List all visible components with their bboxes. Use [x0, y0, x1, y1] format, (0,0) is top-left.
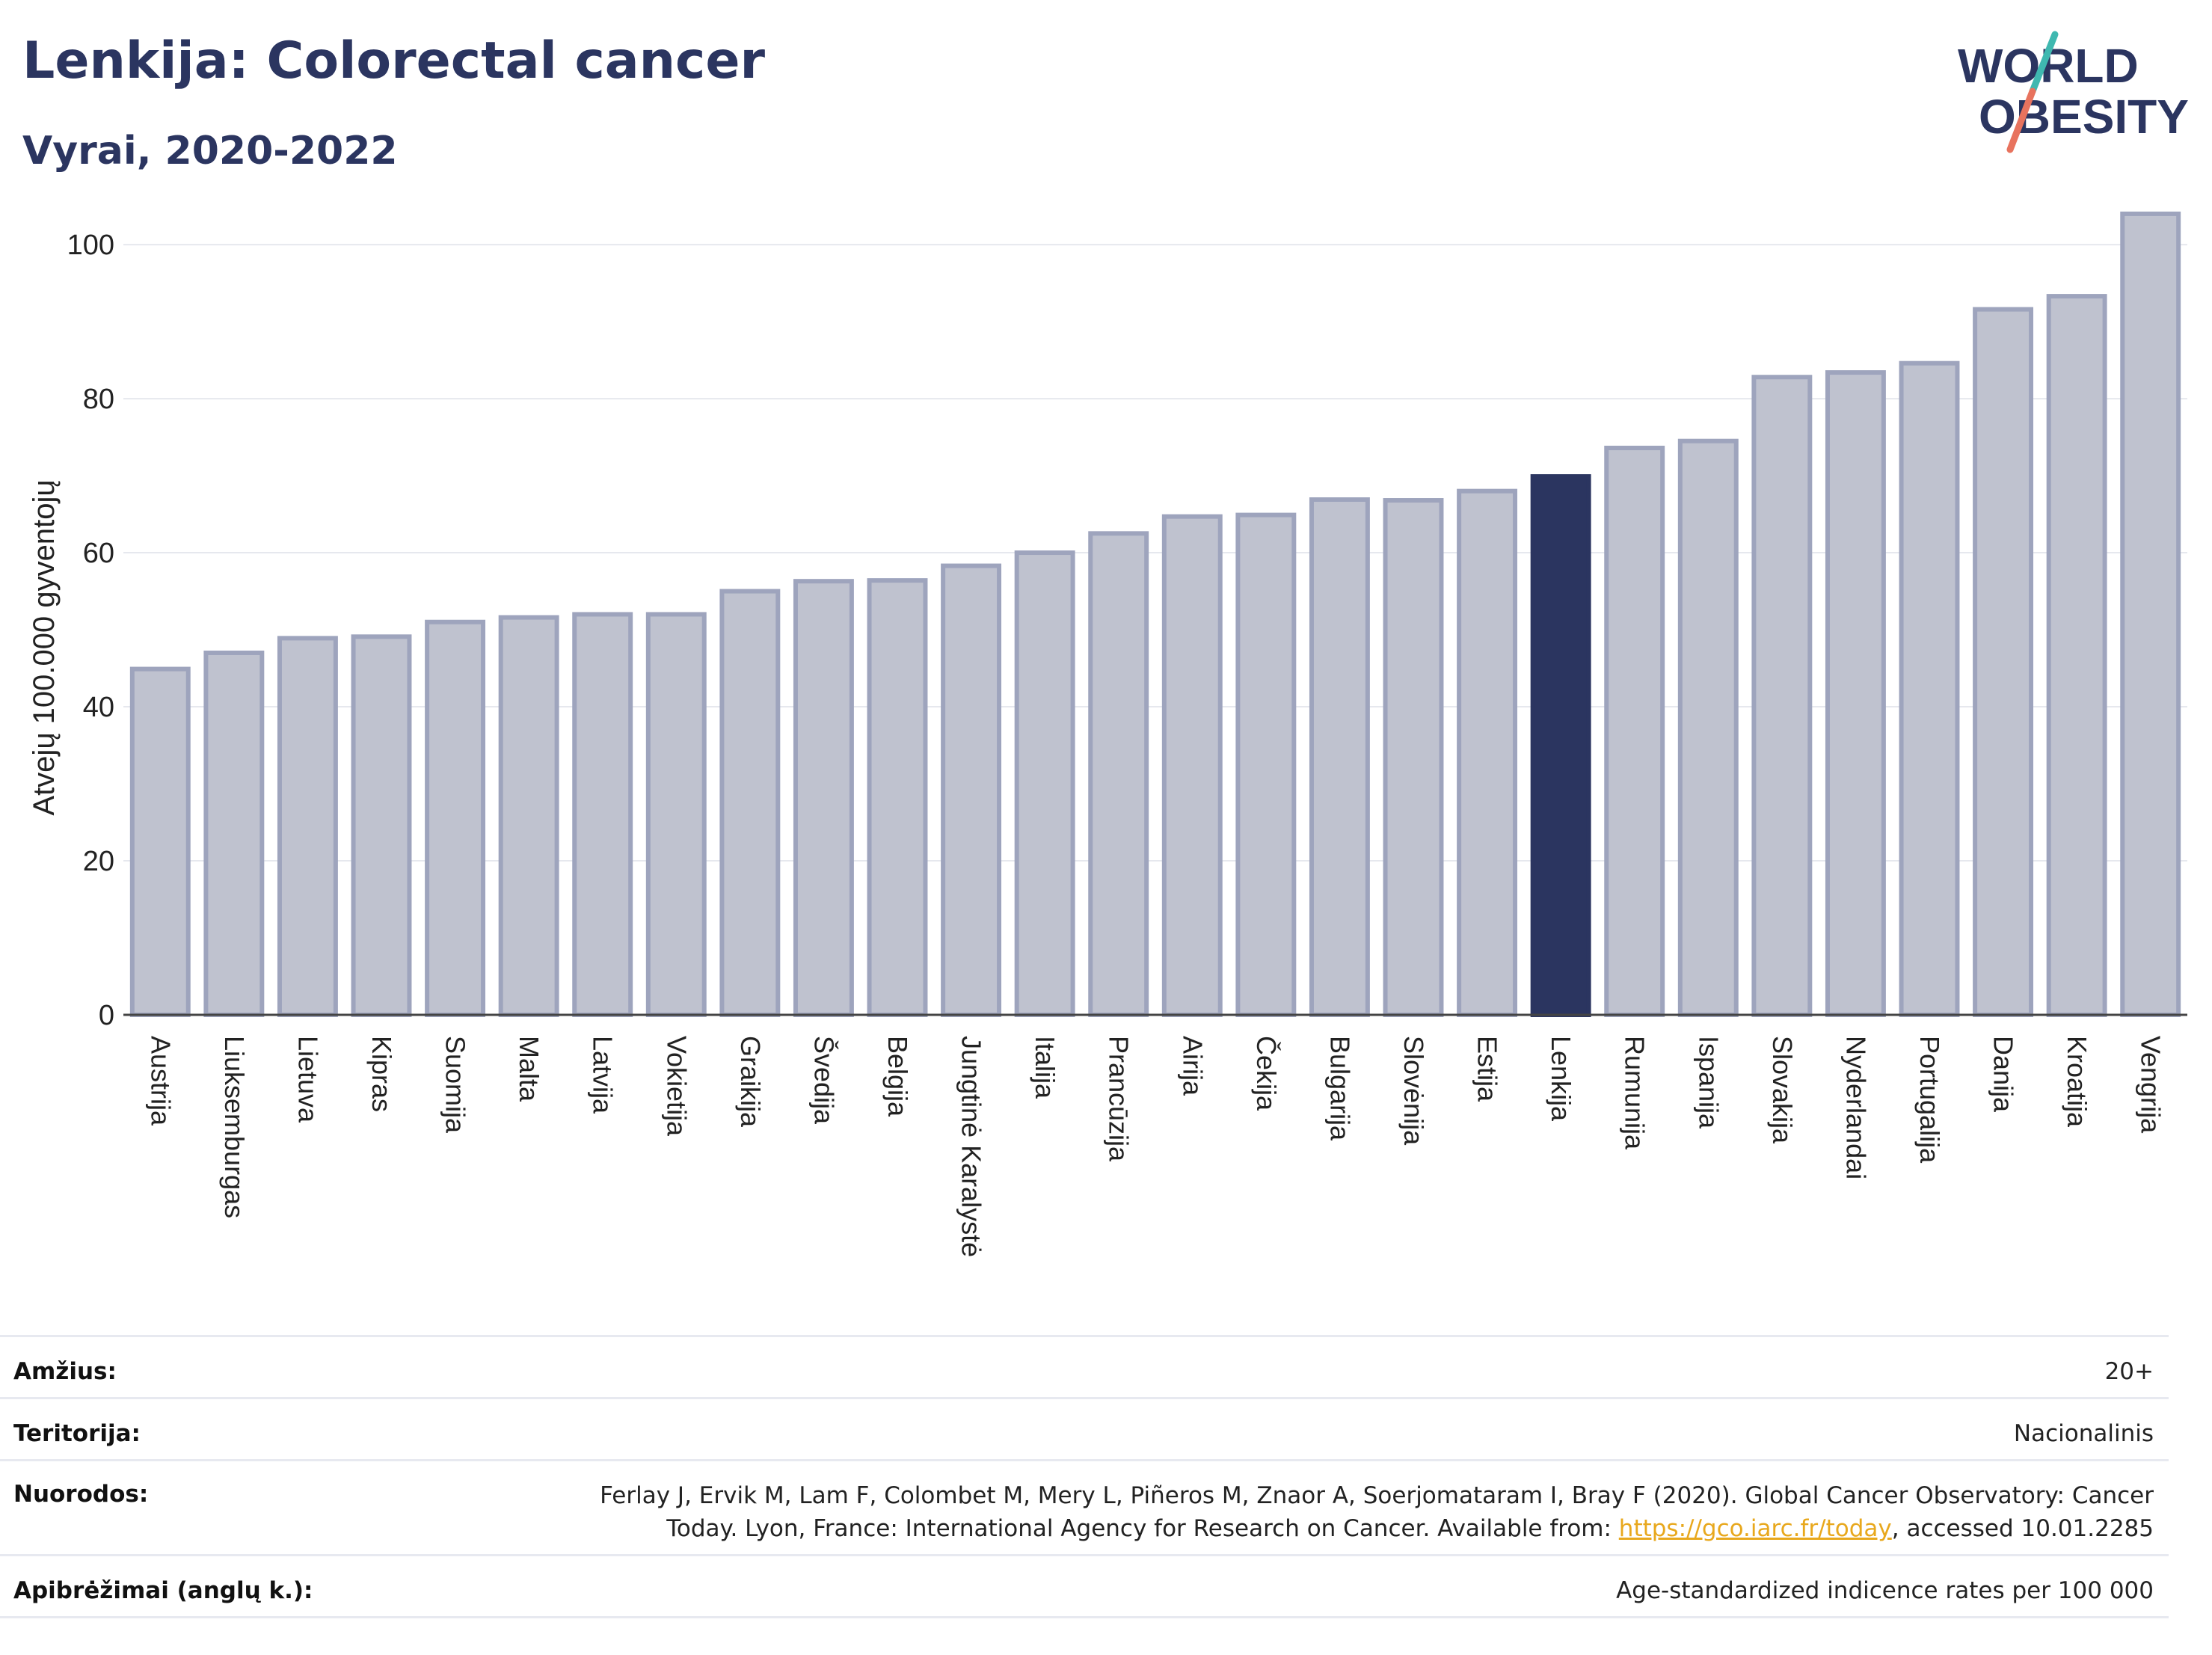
references-line-2: Today. Lyon, France: International Agenc…	[600, 1512, 2154, 1545]
bar-Vengrija[interactable]	[2120, 211, 2181, 1017]
x-tick-label: Bulgarija	[1324, 1036, 1355, 1141]
info-row-territory: Teritorija: Nacionalinis	[0, 1397, 2169, 1459]
logo-slash-coral	[2006, 87, 2036, 153]
y-tick-label: 20	[83, 846, 114, 877]
age-value: 20+	[2104, 1358, 2154, 1385]
page-subtitle: Vyrai, 2020-2022	[22, 129, 398, 174]
bar-Čekija[interactable]	[1235, 512, 1297, 1017]
x-tick-label: Italija	[1030, 1036, 1060, 1099]
bar-Italija[interactable]	[1014, 550, 1075, 1017]
bar-Nyderlandai[interactable]	[1825, 370, 1886, 1018]
x-tick-label: Kroatija	[2062, 1036, 2092, 1128]
info-row-references: Nuorodos: Ferlay J, Ervik M, Lam F, Colo…	[0, 1459, 2169, 1554]
bar-Austrija[interactable]	[129, 666, 191, 1017]
bar-Graikija[interactable]	[719, 589, 781, 1017]
x-tick-label: Prancūzija	[1104, 1036, 1134, 1162]
x-tick-label: Kipras	[366, 1036, 397, 1112]
bar-Jungtinė Karalystė[interactable]	[941, 563, 1002, 1017]
y-tick-label: 40	[83, 692, 114, 723]
bar-chart: 0 20 40 60 80 100 Austrija Liuksemburgas Lietuva…	[28, 211, 2187, 1257]
x-tick-label: Jungtinė Karalystė	[956, 1036, 987, 1257]
bar-Lenkija[interactable]	[1530, 474, 1591, 1017]
territory-label: Teritorija:	[13, 1420, 141, 1447]
y-tick-label: 80	[83, 384, 114, 415]
x-tick-label: Austrija	[145, 1036, 176, 1126]
references-line-1: Ferlay J, Ervik M, Lam F, Colombet M, Me…	[600, 1482, 2154, 1509]
bar-Kipras[interactable]	[351, 634, 412, 1018]
x-tick-label: Slovakija	[1767, 1036, 1798, 1144]
y-tick-label: 60	[83, 538, 114, 569]
x-tick-label: Lietuva	[292, 1036, 323, 1123]
x-tick-label: Suomija	[440, 1036, 471, 1134]
bar-Portugalija[interactable]	[1899, 360, 1960, 1018]
x-tick-label: Lenkija	[1546, 1036, 1576, 1122]
bar-Liuksemburgas[interactable]	[203, 650, 265, 1017]
world-obesity-logo: WORLD OBESITY	[1958, 31, 2189, 153]
y-axis-label: Atvejų 100.000 gyventojų	[28, 479, 61, 815]
bar-Švedija[interactable]	[793, 579, 854, 1017]
page-title: Lenkija: Colorectal cancer	[22, 31, 766, 90]
bar-Slovakija[interactable]	[1751, 375, 1813, 1018]
logo-slash-teal	[2029, 31, 2059, 95]
bar-Prancūzija[interactable]	[1088, 531, 1149, 1017]
x-tick-label: Švedija	[808, 1036, 839, 1125]
bar-Slovėnija[interactable]	[1383, 498, 1444, 1017]
bar-Vokietija[interactable]	[645, 612, 707, 1017]
definitions-label: Apibrėžimai (anglų k.):	[13, 1577, 313, 1604]
x-tick-label: Latvija	[588, 1036, 618, 1114]
x-tick-label: Vengrija	[2136, 1036, 2166, 1134]
bar-Lietuva[interactable]	[277, 636, 338, 1017]
bar-Suomija[interactable]	[425, 619, 486, 1017]
y-tick-label: 100	[67, 230, 114, 261]
x-tick-label: Belgija	[882, 1036, 913, 1117]
references-link[interactable]: https://gco.iarc.fr/today	[1618, 1515, 1892, 1542]
x-tick-label: Graikija	[735, 1036, 766, 1128]
x-tick-label: Čekija	[1251, 1036, 1282, 1111]
age-label: Amžius:	[13, 1358, 117, 1385]
y-tick-label: 0	[99, 1000, 114, 1031]
x-tick-label: Portugalija	[1914, 1036, 1945, 1164]
info-row-age: Amžius: 20+	[0, 1335, 2169, 1397]
x-tick-label: Slovėnija	[1398, 1036, 1429, 1146]
bar-Latvija[interactable]	[572, 612, 633, 1017]
x-tick-label: Danija	[1988, 1036, 2019, 1113]
bar-Belgija[interactable]	[867, 578, 928, 1017]
bar-Kroatija[interactable]	[2046, 294, 2107, 1018]
x-tick-label: Ispanija	[1693, 1036, 1724, 1129]
references-line-2-suffix: , accessed 10.01.2285	[1891, 1515, 2154, 1542]
x-tick-label: Liuksemburgas	[219, 1036, 250, 1218]
x-tick-label: Airija	[1177, 1036, 1208, 1096]
axes: 0 20 40 60 80 100 Austrija Liuksemburgas Lietuva…	[67, 230, 2187, 1257]
references-value: Ferlay J, Ervik M, Lam F, Colombet M, Me…	[600, 1479, 2154, 1545]
references-label: Nuorodos:	[13, 1481, 149, 1508]
x-tick-label: Malta	[514, 1036, 544, 1102]
references-line-2-text: Today. Lyon, France: International Agenc…	[666, 1515, 1619, 1542]
bar-Rumunija[interactable]	[1604, 445, 1665, 1017]
definitions-value: Age-standardized indicence rates per 100…	[1616, 1577, 2154, 1604]
bar-Malta[interactable]	[498, 615, 559, 1017]
bar-Ispanija[interactable]	[1677, 438, 1739, 1017]
bar-Bulgarija[interactable]	[1309, 497, 1370, 1017]
bars	[129, 211, 2181, 1018]
bar-Danija[interactable]	[1973, 307, 2034, 1018]
info-row-definitions: Apibrėžimai (anglų k.): Age-standardized…	[0, 1554, 2169, 1618]
x-tick-label: Vokietija	[661, 1036, 692, 1137]
x-tick-label: Estija	[1472, 1036, 1503, 1102]
x-tick-label: Rumunija	[1620, 1036, 1650, 1150]
bar-Airija[interactable]	[1161, 514, 1223, 1017]
x-tick-label: Nyderlandai	[1840, 1036, 1871, 1179]
territory-value: Nacionalinis	[2013, 1420, 2154, 1447]
bar-Estija[interactable]	[1457, 488, 1518, 1017]
